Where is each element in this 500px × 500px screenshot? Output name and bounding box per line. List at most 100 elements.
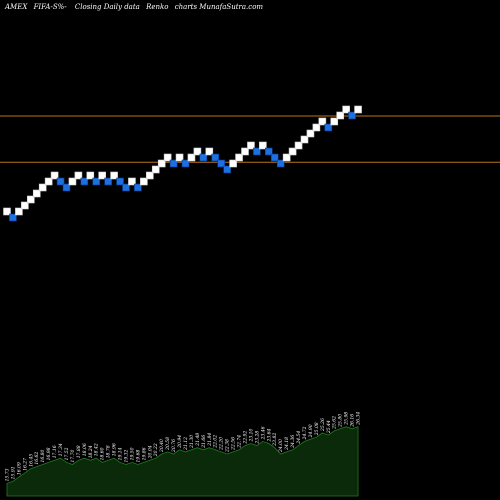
renko-brick-up — [247, 141, 255, 150]
volume-label: 16.09 — [16, 462, 22, 475]
volume-label: 19.68 — [135, 449, 141, 462]
volume-label: 22.02 — [213, 435, 219, 449]
renko-brick-up — [187, 153, 196, 162]
volume-label: 24.00 — [278, 439, 284, 453]
header-symbol: FIFA-S%- — [33, 3, 68, 11]
volume-label: 23.82 — [272, 433, 278, 447]
renko-brick-down — [80, 177, 89, 186]
renko-brick-down — [134, 183, 142, 192]
volume-label: 22.38 — [225, 439, 231, 453]
volume-label: 26.16 — [350, 414, 356, 428]
volume-label: 18.06 — [82, 443, 88, 456]
volume-label: 24.90 — [308, 424, 314, 438]
renko-brick-up — [15, 207, 23, 216]
volume-label: 25.98 — [344, 412, 350, 426]
renko-brick-up — [26, 195, 35, 204]
renko-brick-up — [300, 135, 309, 144]
renko-brick-up — [294, 141, 303, 150]
renko-brick-down — [56, 177, 65, 186]
volume-label: 22.56 — [231, 437, 237, 451]
renko-brick-up — [74, 171, 83, 180]
renko-brick-down — [181, 159, 190, 168]
volume-label: 21.12 — [183, 437, 189, 451]
renko-brick-down — [211, 153, 220, 162]
volume-label: 15.91 — [10, 466, 16, 479]
renko-brick-down — [104, 177, 112, 186]
chart-header: AMEX FIFA-S%- Closing Daily data Renko c… — [4, 3, 263, 11]
renko-brick-down — [276, 159, 285, 168]
renko-bricks — [3, 105, 362, 222]
renko-brick-down — [122, 183, 130, 192]
volume-label: 19.50 — [129, 447, 135, 460]
volume-label: 21.66 — [201, 435, 207, 449]
volume-label: 24.54 — [296, 431, 302, 445]
volume-label: 22.20 — [219, 437, 225, 451]
renko-brick-up — [241, 147, 249, 156]
volume-label: 23.64 — [266, 428, 272, 442]
renko-brick-up — [38, 183, 47, 192]
renko-brick-up — [175, 153, 184, 162]
renko-brick-down — [264, 147, 273, 156]
renko-brick-down — [253, 147, 261, 156]
renko-brick-up — [336, 111, 345, 120]
renko-brick-up — [98, 171, 106, 180]
volume-label: 16.80 — [40, 449, 46, 462]
volume-area-path — [6, 426, 359, 497]
renko-brick-up — [235, 153, 243, 162]
renko-brick-up — [330, 117, 339, 126]
renko-brick-up — [163, 153, 172, 162]
volume-label: 16.27 — [22, 458, 28, 471]
volume-label: 20.04 — [147, 445, 153, 459]
renko-brick-up — [288, 147, 297, 156]
volume-label: 20.76 — [171, 439, 177, 453]
volume-label: 18.78 — [106, 445, 112, 458]
volume-label: 23.28 — [254, 431, 260, 445]
renko-brick-down — [324, 123, 333, 132]
volume-label: 17.88 — [76, 445, 82, 458]
volume-label: 22.74 — [237, 435, 243, 449]
volume-label: 25.80 — [338, 414, 344, 428]
renko-brick-up — [128, 177, 136, 186]
volume-label: 25.62 — [332, 416, 338, 430]
volume-label: 20.40 — [159, 439, 165, 453]
volume-label: 19.86 — [141, 447, 147, 460]
volume-label: 17.34 — [58, 443, 64, 456]
renko-brick-down — [116, 177, 124, 186]
renko-brick-down — [199, 153, 208, 162]
header-chart-kind: Renko — [145, 3, 168, 11]
volume-label: 24.72 — [302, 426, 308, 440]
renko-brick-down — [217, 159, 225, 168]
renko-brick-up — [86, 171, 95, 180]
renko-brick-up — [32, 189, 41, 198]
volume-label: 26.34 — [356, 412, 362, 426]
volume-label: 20.22 — [153, 443, 159, 457]
header-description: Closing Daily data — [75, 3, 140, 11]
volume-labels: 15.73 15.91 16.09 16.27 16.45 16.62 16.80 16.98… — [5, 412, 362, 482]
renko-brick-up — [282, 153, 291, 162]
renko-brick-up — [306, 129, 315, 138]
volume-label: 23.46 — [260, 426, 266, 440]
volume-label: 20.94 — [177, 435, 183, 449]
volume-label: 16.45 — [28, 454, 34, 467]
renko-brick-down — [348, 111, 356, 120]
renko-brick-up — [21, 201, 29, 210]
volume-label: 18.42 — [94, 443, 100, 456]
volume-label: 22.92 — [243, 431, 249, 445]
header-exchange: AMEX — [4, 3, 28, 11]
volume-label: 19.32 — [124, 449, 130, 462]
volume-label: 25.08 — [314, 422, 320, 436]
volume-label: 17.70 — [70, 449, 76, 462]
volume-label: 17.16 — [52, 445, 58, 458]
volume-label: 20.58 — [165, 437, 171, 451]
volume-label: 17.52 — [64, 447, 70, 460]
renko-brick-up — [146, 171, 154, 180]
volume-label: 16.98 — [46, 447, 52, 460]
renko-brick-up — [50, 171, 59, 180]
renko-brick-up — [229, 159, 237, 168]
renko-brick-up — [140, 177, 148, 186]
renko-brick-up — [151, 165, 160, 174]
renko-brick-down — [223, 165, 231, 174]
